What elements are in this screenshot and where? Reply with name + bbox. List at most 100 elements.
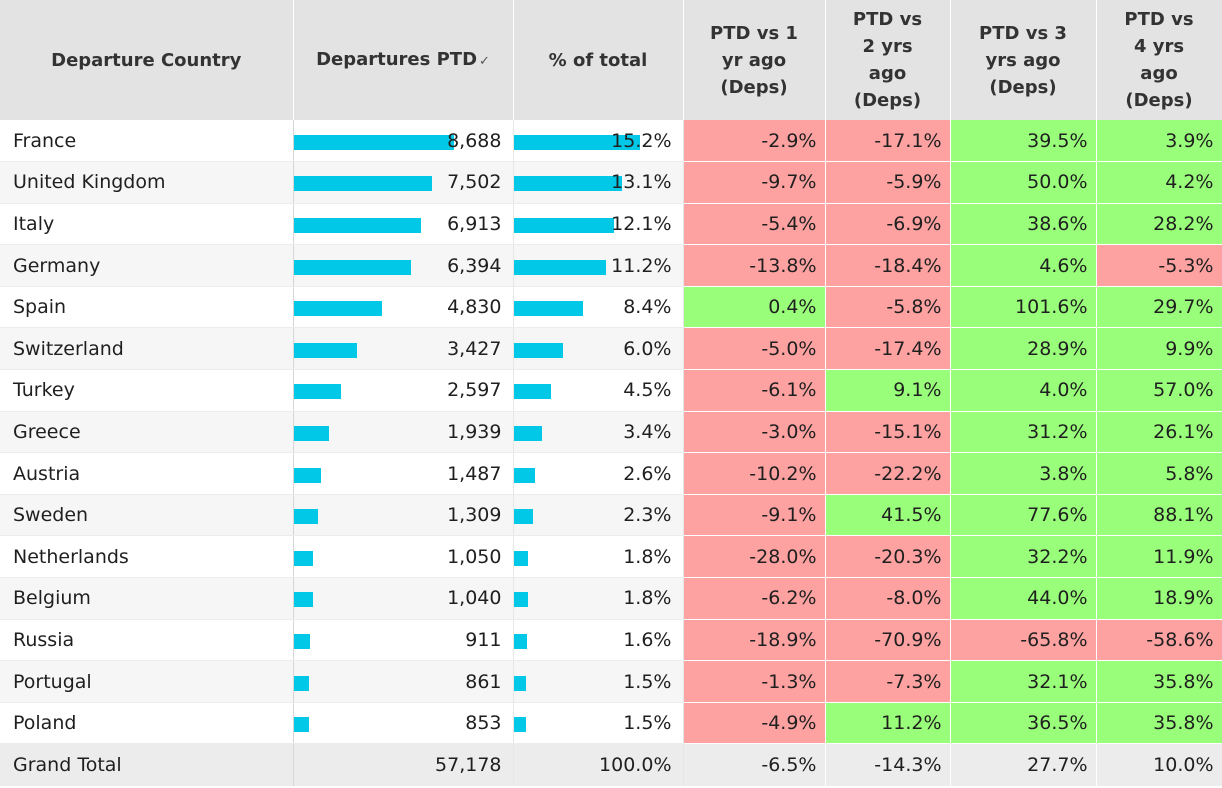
table-row[interactable]: Germany 6,394 11.2% -13.8% -18.4% 4.6% -… <box>0 244 1222 287</box>
vs-2yrs-cell: -7.3% <box>825 660 951 703</box>
country-cell: Portugal <box>0 660 294 703</box>
pct-total-bar <box>513 259 607 275</box>
country-cell: Turkey <box>0 369 294 412</box>
departures-value: 7,502 <box>447 171 502 194</box>
departures-cell: 1,487 <box>293 452 514 495</box>
vs-2yrs-cell: -5.8% <box>825 286 951 329</box>
header-vs-1yr-label: PTD vs 1 yr ago (Deps) <box>710 22 798 98</box>
departures-cell: 2,597 <box>293 369 514 412</box>
pct-total-cell: 13.1% <box>513 161 684 204</box>
pct-total-bar <box>513 509 533 525</box>
sort-descending-icon[interactable]: ✓ <box>479 53 490 69</box>
vs-4yrs-cell: -5.3% <box>1096 244 1222 287</box>
header-vs-2yrs[interactable]: PTD vs 2 yrs ago (Deps) <box>825 0 951 120</box>
header-country[interactable]: Departure Country <box>0 0 294 120</box>
table-row[interactable]: Greece 1,939 3.4% -3.0% -15.1% 31.2% 26.… <box>0 411 1222 454</box>
departures-bar <box>293 675 310 691</box>
vs-1yr-cell: -5.4% <box>683 203 826 246</box>
departures-value: 1,487 <box>447 462 502 485</box>
departures-bar <box>293 301 383 317</box>
table-row[interactable]: Russia 911 1.6% -18.9% -70.9% -65.8% -58… <box>0 619 1222 662</box>
pct-total-bar <box>513 342 564 358</box>
vs-3yrs-cell: -65.8% <box>950 619 1097 662</box>
departures-bar <box>293 176 432 192</box>
vs-1yr-cell: -3.0% <box>683 411 826 454</box>
table-row[interactable]: Portugal 861 1.5% -1.3% -7.3% 32.1% 35.8… <box>0 660 1222 703</box>
pct-total-cell: 12.1% <box>513 203 684 246</box>
table-row[interactable]: Switzerland 3,427 6.0% -5.0% -17.4% 28.9… <box>0 327 1222 371</box>
departures-cell: 6,913 <box>293 203 514 246</box>
vs-3yrs-cell: 38.6% <box>950 203 1097 246</box>
vs-2yrs-cell: -22.2% <box>825 452 951 495</box>
table-row[interactable]: Spain 4,830 8.4% 0.4% -5.8% 101.6% 29.7% <box>0 286 1222 329</box>
departures-cell: 1,040 <box>293 577 514 620</box>
pct-total-value: 4.5% <box>623 379 672 402</box>
vs-4yrs-cell: 29.7% <box>1096 286 1222 329</box>
header-row: Departure Country Departures PTD ✓ % of t… <box>0 0 1222 120</box>
vs-1yr-cell: -28.0% <box>683 535 826 579</box>
table-row[interactable]: United Kingdom 7,502 13.1% -9.7% -5.9% 5… <box>0 161 1222 204</box>
departures-bar <box>293 550 313 566</box>
table-row[interactable]: Turkey 2,597 4.5% -6.1% 9.1% 4.0% 57.0% <box>0 369 1222 412</box>
vs-2yrs-cell: -15.1% <box>825 411 951 454</box>
vs-1yr-cell: -9.1% <box>683 494 826 537</box>
departures-value: 911 <box>465 628 502 651</box>
pct-total-bar <box>513 384 551 400</box>
table-row[interactable]: France 8,688 15.2% -2.9% -17.1% 39.5% 3.… <box>0 120 1222 163</box>
departures-cell: 1,309 <box>293 494 514 537</box>
vs-3yrs-cell: 44.0% <box>950 577 1097 620</box>
vs-3yrs-cell: 4.6% <box>950 244 1097 287</box>
table-row[interactable]: Poland 853 1.5% -4.9% 11.2% 36.5% 35.8% <box>0 702 1222 745</box>
country-cell: Greece <box>0 411 294 454</box>
country-cell: Italy <box>0 203 294 246</box>
table-row[interactable]: Sweden 1,309 2.3% -9.1% 41.5% 77.6% 88.1… <box>0 494 1222 537</box>
pct-total-cell: 2.6% <box>513 452 684 495</box>
header-vs-4yrs[interactable]: PTD vs 4 yrs ago (Deps) <box>1096 0 1222 120</box>
pct-total-bar <box>513 675 526 691</box>
pct-total-value: 8.4% <box>623 296 672 319</box>
departures-bar <box>293 217 421 233</box>
vs-4yrs-cell: 11.9% <box>1096 535 1222 579</box>
pct-total-value: 2.3% <box>623 504 672 527</box>
pct-total-cell: 1.8% <box>513 577 684 620</box>
country-cell: Sweden <box>0 494 294 537</box>
vs-1yr-cell: -13.8% <box>683 244 826 287</box>
header-pct-total[interactable]: % of total <box>513 0 684 120</box>
departures-bar <box>293 467 321 483</box>
country-cell: Belgium <box>0 577 294 620</box>
vs-2yrs-cell: -18.4% <box>825 244 951 287</box>
vs-4yrs-cell: 28.2% <box>1096 203 1222 246</box>
vs-2yrs-cell: 11.2% <box>825 702 951 745</box>
country-cell: Switzerland <box>0 327 294 371</box>
vs-3yrs-cell: 39.5% <box>950 120 1097 163</box>
pct-total-bar <box>513 217 614 233</box>
departures-value: 1,040 <box>447 587 502 610</box>
table-row[interactable]: Netherlands 1,050 1.8% -28.0% -20.3% 32.… <box>0 535 1222 579</box>
vs-2yrs-cell: -5.9% <box>825 161 951 204</box>
table-row[interactable]: Belgium 1,040 1.8% -6.2% -8.0% 44.0% 18.… <box>0 577 1222 620</box>
departures-value: 4,830 <box>447 296 502 319</box>
table-row[interactable]: Austria 1,487 2.6% -10.2% -22.2% 3.8% 5.… <box>0 452 1222 495</box>
header-departures[interactable]: Departures PTD ✓ <box>293 0 514 120</box>
departures-value: 2,597 <box>447 379 502 402</box>
grand-total-pct: 100.0% <box>513 743 684 786</box>
table-row[interactable]: Italy 6,913 12.1% -5.4% -6.9% 38.6% 28.2… <box>0 203 1222 246</box>
vs-2yrs-cell: 9.1% <box>825 369 951 412</box>
country-cell: Poland <box>0 702 294 745</box>
country-cell: Russia <box>0 619 294 662</box>
header-pct-total-label: % of total <box>548 49 648 71</box>
departures-value: 6,913 <box>447 212 502 235</box>
departures-cell: 1,939 <box>293 411 514 454</box>
header-vs-3yrs[interactable]: PTD vs 3 yrs ago (Deps) <box>950 0 1097 120</box>
vs-3yrs-cell: 36.5% <box>950 702 1097 745</box>
pct-total-bar <box>513 425 542 441</box>
departures-value: 1,309 <box>447 504 502 527</box>
pct-total-bar <box>513 550 529 566</box>
header-vs-1yr[interactable]: PTD vs 1 yr ago (Deps) <box>683 0 826 120</box>
vs-4yrs-cell: -58.6% <box>1096 619 1222 662</box>
country-cell: France <box>0 120 294 163</box>
pct-total-value: 15.2% <box>611 129 672 152</box>
vs-1yr-cell: -10.2% <box>683 452 826 495</box>
vs-2yrs-cell: 41.5% <box>825 494 951 537</box>
